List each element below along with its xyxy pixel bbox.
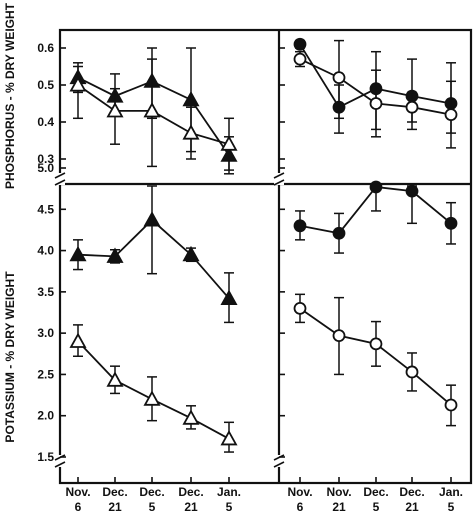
series-filled-circle [293, 180, 458, 254]
open-circle-point [405, 100, 419, 114]
axis-break-mark [273, 461, 285, 468]
y-tick-label: 0.5 [37, 78, 54, 92]
filled-circle-point [369, 180, 383, 194]
x-tick-label: 6 [297, 500, 304, 514]
x-tick-label: 21 [332, 500, 346, 514]
axis-break-gap [274, 455, 284, 467]
x-tick-label: 6 [75, 500, 82, 514]
axis-break-gap [55, 455, 65, 467]
open-triangle-point [69, 76, 87, 92]
series-open-triangle [69, 324, 238, 453]
open-circle-point [405, 365, 419, 379]
series-layer [69, 37, 458, 453]
filled-circle-point [293, 37, 307, 51]
x-tick-label: Dec. [102, 485, 127, 499]
filled-triangle-point [182, 90, 200, 107]
axis-break-mark [54, 179, 66, 186]
y-tick-label: 2.5 [37, 367, 54, 381]
open-triangle-point [143, 390, 161, 406]
filled-circle-point [444, 216, 458, 230]
filled-triangle-point [182, 245, 200, 262]
y-tick-label: 0.4 [37, 115, 54, 129]
open-triangle-point [182, 124, 200, 140]
panel-phosphorus-circles [293, 37, 458, 149]
x-tick-label: 5 [226, 500, 233, 514]
axis-break-gap [55, 173, 65, 185]
x-tick-label: 5 [149, 500, 156, 514]
filled-circle-point [405, 184, 419, 198]
axis-break-mark [54, 461, 66, 468]
phosphorus-axis-label: PHOSPHORUS - % DRY WEIGHT [3, 2, 17, 189]
series-line [77, 340, 230, 440]
x-tick-label: Dec. [399, 485, 424, 499]
series-open-circle [293, 293, 458, 427]
x-tick-label: Jan. [439, 485, 463, 499]
panel-potassium-triangles [69, 185, 238, 453]
x-tick-label: 5 [448, 500, 455, 514]
y-tick-label: 4.5 [37, 202, 54, 216]
y-tick-label: 5.0 [37, 161, 54, 175]
open-circle-point [332, 329, 346, 343]
open-circle-point [369, 97, 383, 110]
open-triangle-point [220, 135, 238, 151]
filled-circle-point [293, 219, 307, 233]
y-tick-label: 0.3 [37, 152, 54, 166]
filled-triangle-point [143, 211, 161, 227]
outer-frame [58, 28, 473, 485]
open-circle-point [444, 398, 458, 412]
y-tick-label: 1.5 [37, 450, 54, 464]
axis-break-gap [274, 173, 284, 185]
open-circle-point [369, 337, 383, 351]
filled-triangle-point [220, 289, 238, 305]
series-open-triangle [69, 58, 238, 171]
series-line [77, 218, 230, 300]
open-triangle-point [106, 371, 124, 387]
open-circle-point [444, 108, 458, 121]
x-tick-label: Nov. [65, 485, 90, 499]
x-tick-label: Dec. [363, 485, 388, 499]
filled-circle-point [332, 226, 346, 240]
open-circle-point [293, 52, 307, 66]
x-tick-label: Nov. [287, 485, 312, 499]
y-tick-label: 0.6 [37, 41, 54, 55]
y-axis-ticks: 0.6 0.5 0.4 0.35.0 4.5 4.0 3.5 3.0 2.5 2.0 1.5 [37, 41, 285, 464]
filled-triangle-point [69, 245, 87, 262]
panel-phosphorus-triangles [69, 47, 238, 175]
x-tick-label: 5 [373, 500, 380, 514]
x-tick-label: Dec. [139, 485, 164, 499]
open-triangle-point [69, 332, 87, 348]
x-tick-label: 21 [405, 500, 419, 514]
open-triangle-point [220, 429, 238, 446]
axis-break-mark [273, 172, 285, 179]
axis-break-mark [54, 172, 66, 179]
axis-break-mark [273, 179, 285, 186]
series-open-circle [293, 39, 458, 149]
y-tick-label: 4.0 [37, 244, 54, 258]
potassium-axis-label: POTASSIUM - % DRY WEIGHT [3, 271, 17, 443]
x-tick-label: 21 [184, 500, 198, 514]
series-filled-triangle [69, 185, 238, 324]
y-tick-label: 2.0 [37, 409, 54, 423]
panel-potassium-circles [293, 180, 458, 427]
x-axis-ticks: Nov.6Dec.21Dec.5Dec.21Jan.5Nov.6Nov.21De… [65, 477, 463, 514]
open-triangle-point [182, 409, 200, 425]
panel-frames [58, 28, 473, 485]
open-circle-point [293, 301, 307, 315]
x-tick-label: Nov. [326, 485, 351, 499]
open-triangle-point [106, 102, 124, 118]
axis-breaks [54, 172, 285, 468]
x-tick-label: 21 [108, 500, 122, 514]
open-triangle-point [143, 102, 161, 118]
y-tick-label: 3.0 [37, 326, 54, 340]
filled-triangle-point [106, 247, 124, 263]
y-tick-label: 3.5 [37, 285, 54, 299]
x-tick-label: Dec. [178, 485, 203, 499]
open-circle-point [332, 71, 346, 84]
x-tick-label: Jan. [217, 485, 241, 499]
